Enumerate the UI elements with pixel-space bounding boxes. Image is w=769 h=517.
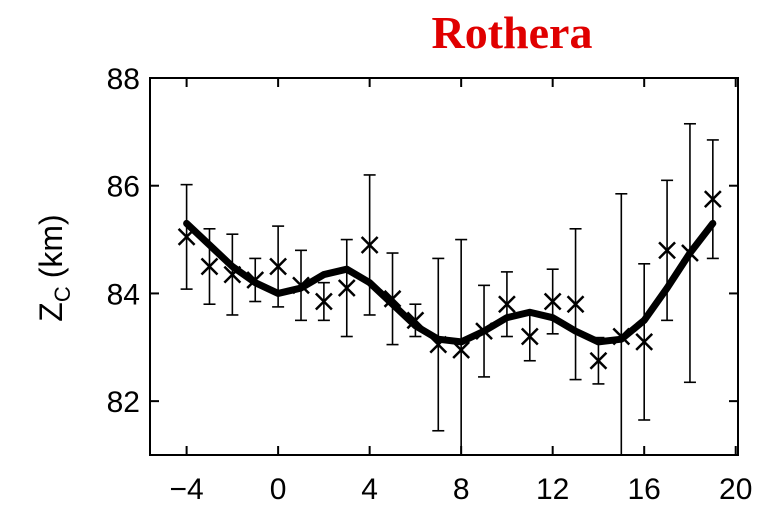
chart-title: Rothera	[432, 7, 593, 58]
marker	[543, 292, 562, 311]
marker	[360, 236, 379, 254]
marker	[635, 333, 654, 351]
y-label-main: Z	[33, 302, 69, 322]
y-axis-label: ZC (km)	[33, 214, 75, 321]
y-label-sub: C	[50, 286, 75, 302]
marker	[383, 289, 402, 308]
marker	[269, 257, 288, 276]
marker	[566, 295, 585, 314]
x-tick-label: 16	[628, 473, 661, 506]
x-tick-label: 8	[453, 473, 470, 506]
marker	[589, 351, 608, 370]
x-tick-label: 0	[270, 473, 287, 506]
y-tick-label: 88	[107, 63, 140, 96]
marker	[520, 327, 539, 346]
marker	[200, 257, 219, 276]
fit-line	[183, 219, 717, 346]
y-tick-label: 86	[107, 171, 140, 204]
marker	[703, 190, 722, 209]
y-tick-label: 82	[107, 386, 140, 419]
x-tick-label: 20	[719, 473, 752, 506]
x-tick-label: 4	[361, 473, 378, 506]
y-label-unit: (km)	[33, 214, 69, 278]
plot-frame	[149, 77, 739, 456]
x-tick-label: −4	[169, 473, 203, 506]
x-tick-label: 12	[536, 473, 569, 506]
marker	[658, 241, 676, 260]
marker	[314, 292, 333, 311]
marker	[337, 279, 356, 297]
marker	[498, 295, 516, 314]
y-tick-label: 84	[107, 278, 140, 311]
plot-area	[177, 122, 722, 455]
